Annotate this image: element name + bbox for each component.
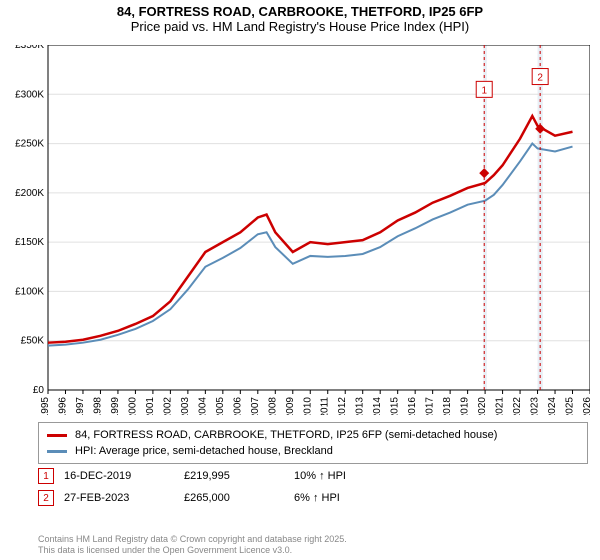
footer-line2: This data is licensed under the Open Gov…	[38, 545, 347, 556]
title-line2: Price paid vs. HM Land Registry's House …	[0, 19, 600, 34]
marker-delta: 10% ↑ HPI	[294, 470, 394, 482]
svg-text:2: 2	[537, 73, 543, 84]
svg-text:2014: 2014	[372, 397, 383, 415]
svg-text:£300K: £300K	[15, 89, 44, 100]
svg-text:£150K: £150K	[15, 237, 44, 248]
marker-price: £265,000	[184, 492, 284, 504]
legend-item: HPI: Average price, semi-detached house,…	[47, 443, 579, 459]
marker-date: 16-DEC-2019	[64, 470, 174, 482]
svg-text:2003: 2003	[180, 397, 191, 415]
svg-text:2026: 2026	[582, 397, 590, 415]
svg-text:1999: 1999	[110, 397, 121, 415]
marker-badge: 1	[38, 468, 54, 484]
svg-text:2019: 2019	[460, 397, 471, 415]
svg-text:2010: 2010	[302, 397, 313, 415]
legend-label: HPI: Average price, semi-detached house,…	[75, 445, 333, 457]
svg-text:2007: 2007	[250, 397, 261, 415]
title-line1: 84, FORTRESS ROAD, CARBROOKE, THETFORD, …	[0, 4, 600, 19]
svg-text:2020: 2020	[477, 397, 488, 415]
svg-text:£350K: £350K	[15, 45, 44, 51]
svg-text:£100K: £100K	[15, 286, 44, 297]
marker-badge: 2	[38, 490, 54, 506]
svg-text:£200K: £200K	[15, 188, 44, 199]
marker-row: 1 16-DEC-2019 £219,995 10% ↑ HPI	[38, 465, 394, 487]
legend-swatch	[47, 434, 67, 437]
marker-table: 1 16-DEC-2019 £219,995 10% ↑ HPI 2 27-FE…	[38, 465, 394, 509]
svg-text:1996: 1996	[57, 397, 68, 415]
marker-price: £219,995	[184, 470, 284, 482]
svg-text:2024: 2024	[547, 397, 558, 415]
svg-text:2008: 2008	[267, 397, 278, 415]
svg-text:2005: 2005	[215, 397, 226, 415]
footer-line1: Contains HM Land Registry data © Crown c…	[38, 534, 347, 545]
svg-text:2000: 2000	[127, 397, 138, 415]
svg-text:2011: 2011	[320, 397, 331, 415]
footer: Contains HM Land Registry data © Crown c…	[38, 534, 347, 556]
marker-date: 27-FEB-2023	[64, 492, 174, 504]
marker-delta: 6% ↑ HPI	[294, 492, 394, 504]
svg-text:2022: 2022	[512, 397, 523, 415]
marker-row: 2 27-FEB-2023 £265,000 6% ↑ HPI	[38, 487, 394, 509]
svg-text:2017: 2017	[425, 397, 436, 415]
svg-text:2006: 2006	[232, 397, 243, 415]
price-chart: £0 £50K £100K £150K £200K £250K £300K £350K 1995…	[10, 45, 590, 415]
svg-text:2015: 2015	[390, 397, 401, 415]
svg-text:1998: 1998	[92, 397, 103, 415]
legend-item: 84, FORTRESS ROAD, CARBROOKE, THETFORD, …	[47, 427, 579, 443]
legend-swatch	[47, 450, 67, 453]
svg-text:2001: 2001	[145, 397, 156, 415]
svg-text:£0: £0	[33, 385, 45, 396]
svg-text:2025: 2025	[565, 397, 576, 415]
svg-text:1997: 1997	[75, 397, 86, 415]
svg-text:£250K: £250K	[15, 139, 44, 150]
svg-text:2023: 2023	[530, 397, 541, 415]
legend: 84, FORTRESS ROAD, CARBROOKE, THETFORD, …	[38, 422, 588, 464]
svg-text:2018: 2018	[442, 397, 453, 415]
svg-text:£50K: £50K	[21, 336, 45, 347]
chart-title-block: 84, FORTRESS ROAD, CARBROOKE, THETFORD, …	[0, 0, 600, 36]
svg-text:1: 1	[481, 85, 487, 96]
svg-text:2021: 2021	[495, 397, 506, 415]
svg-text:2002: 2002	[162, 397, 173, 415]
svg-text:2013: 2013	[355, 397, 366, 415]
svg-text:2016: 2016	[407, 397, 418, 415]
svg-text:2012: 2012	[337, 397, 348, 415]
svg-text:2009: 2009	[285, 397, 296, 415]
legend-label: 84, FORTRESS ROAD, CARBROOKE, THETFORD, …	[75, 429, 497, 441]
svg-text:1995: 1995	[40, 397, 51, 415]
svg-text:2004: 2004	[197, 397, 208, 415]
